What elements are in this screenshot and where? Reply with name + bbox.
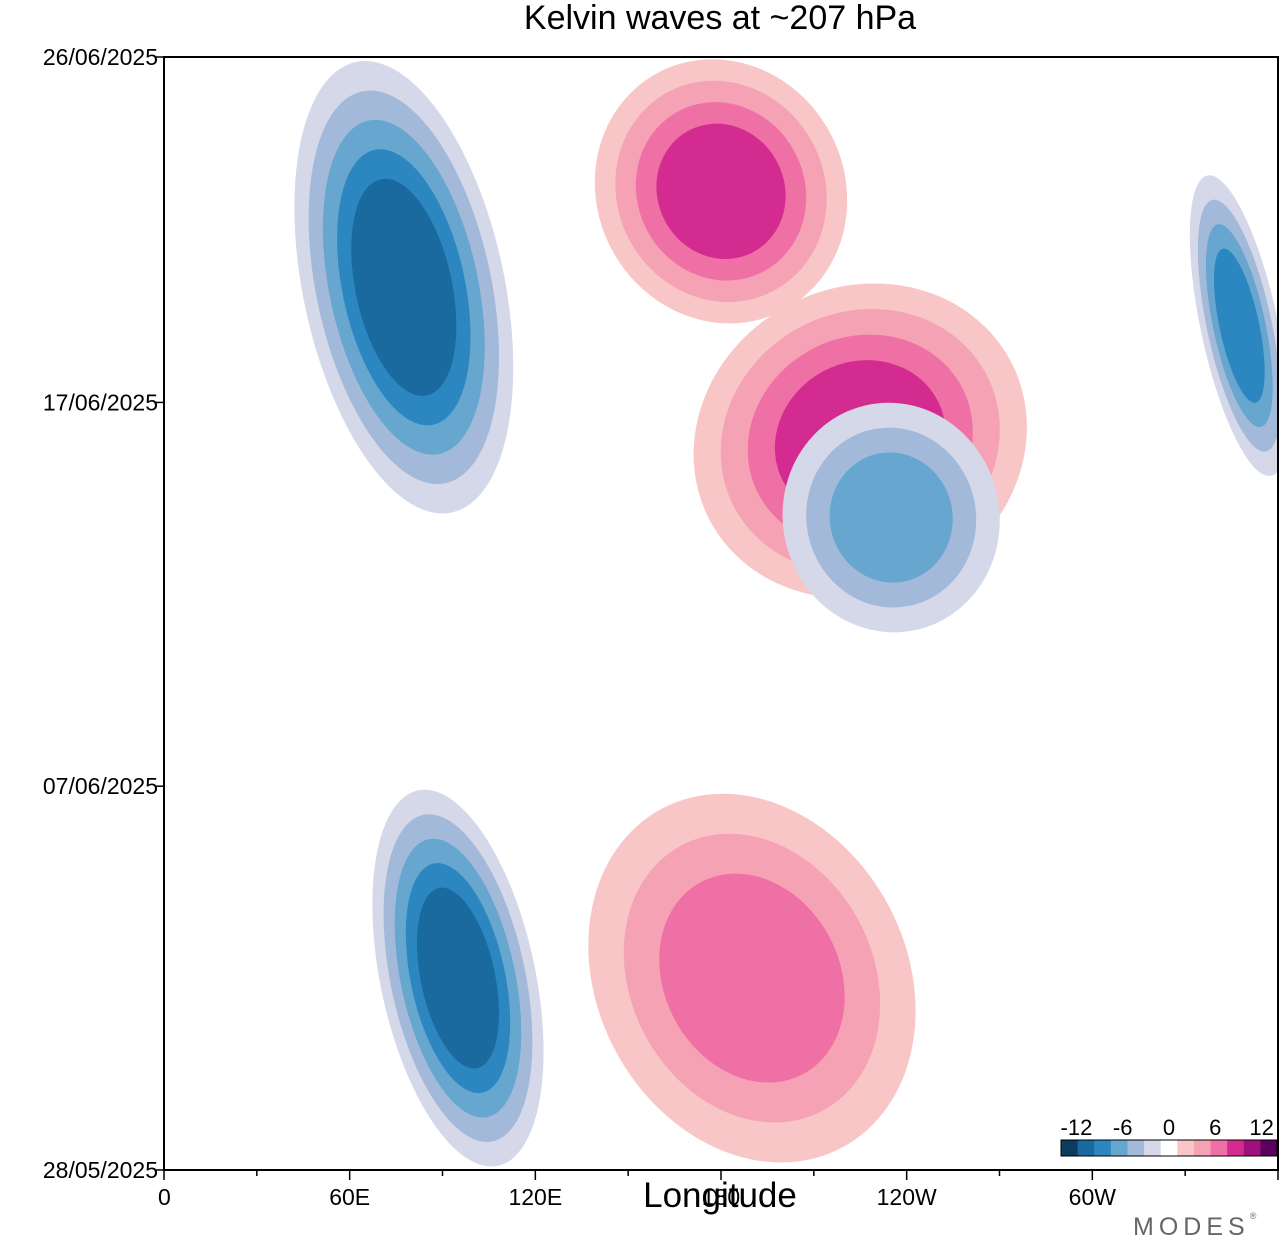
x-tick-label: 60W [1069,1184,1117,1210]
y-tick-labels: 26/06/2025 17/06/2025 07/06/2025 28/05/2025 [43,44,158,1183]
y-tick-label: 07/06/2025 [43,773,158,799]
wave-contour-2-4 [656,123,786,259]
chart-title: Kelvin waves at ~207 hPa [523,0,917,37]
colorbar-swatch [1227,1140,1245,1156]
y-tick-label: 26/06/2025 [43,44,158,70]
colorbar-swatch [1077,1140,1095,1156]
wave-contour-6-4 [1213,248,1265,403]
wave-contour-1-5 [416,887,500,1069]
y-tick-label: 17/06/2025 [43,389,158,415]
modes-logo: MODES® [1133,1211,1257,1242]
logo-text: MODES [1133,1213,1250,1241]
colorbar-swatch [1160,1140,1178,1156]
x-tick-label: 120E [508,1184,562,1210]
colorbar-tick-label: -12 [1061,1115,1093,1140]
registered-mark: ® [1249,1211,1257,1221]
y-tick-label: 28/05/2025 [43,1157,158,1183]
colorbar-swatch [1177,1140,1195,1156]
colorbar-frame [1060,1139,1278,1157]
colorbar-swatch [1144,1140,1162,1156]
x-axis-label: Longitude [643,1176,797,1215]
x-tick-label: 120W [877,1184,937,1210]
x-tick-labels: 0 60E 120E 180 120W 60W [158,1184,1116,1210]
colorbar-swatch [1243,1140,1261,1156]
colorbar-swatch [1210,1140,1228,1156]
axis-ticks [156,56,1279,1180]
colorbar-swatch [1260,1140,1278,1156]
colorbar-swatch [1110,1140,1128,1156]
x-tick-label: 0 [158,1184,171,1210]
colorbar: -12 -6 0 6 12 [1060,1115,1278,1157]
wave-contour-4-3 [659,873,845,1083]
wave-contour-0-5 [351,178,457,396]
colorbar-swatch [1094,1140,1112,1156]
colorbar-tick-label: 0 [1163,1115,1175,1140]
x-tick-label: 60E [329,1184,370,1210]
x-tick-label: 180 [702,1184,740,1210]
colorbar-tick-label: 12 [1249,1115,1273,1140]
wave-field [294,59,1278,1167]
colorbar-swatch [1193,1140,1212,1156]
colorbar-swatch [1061,1140,1079,1156]
colorbar-swatch [1127,1140,1145,1156]
colorbar-tick-label: 6 [1209,1115,1221,1140]
colorbar-tick-label: -6 [1113,1115,1133,1140]
wave-contour-5-3 [829,452,953,583]
